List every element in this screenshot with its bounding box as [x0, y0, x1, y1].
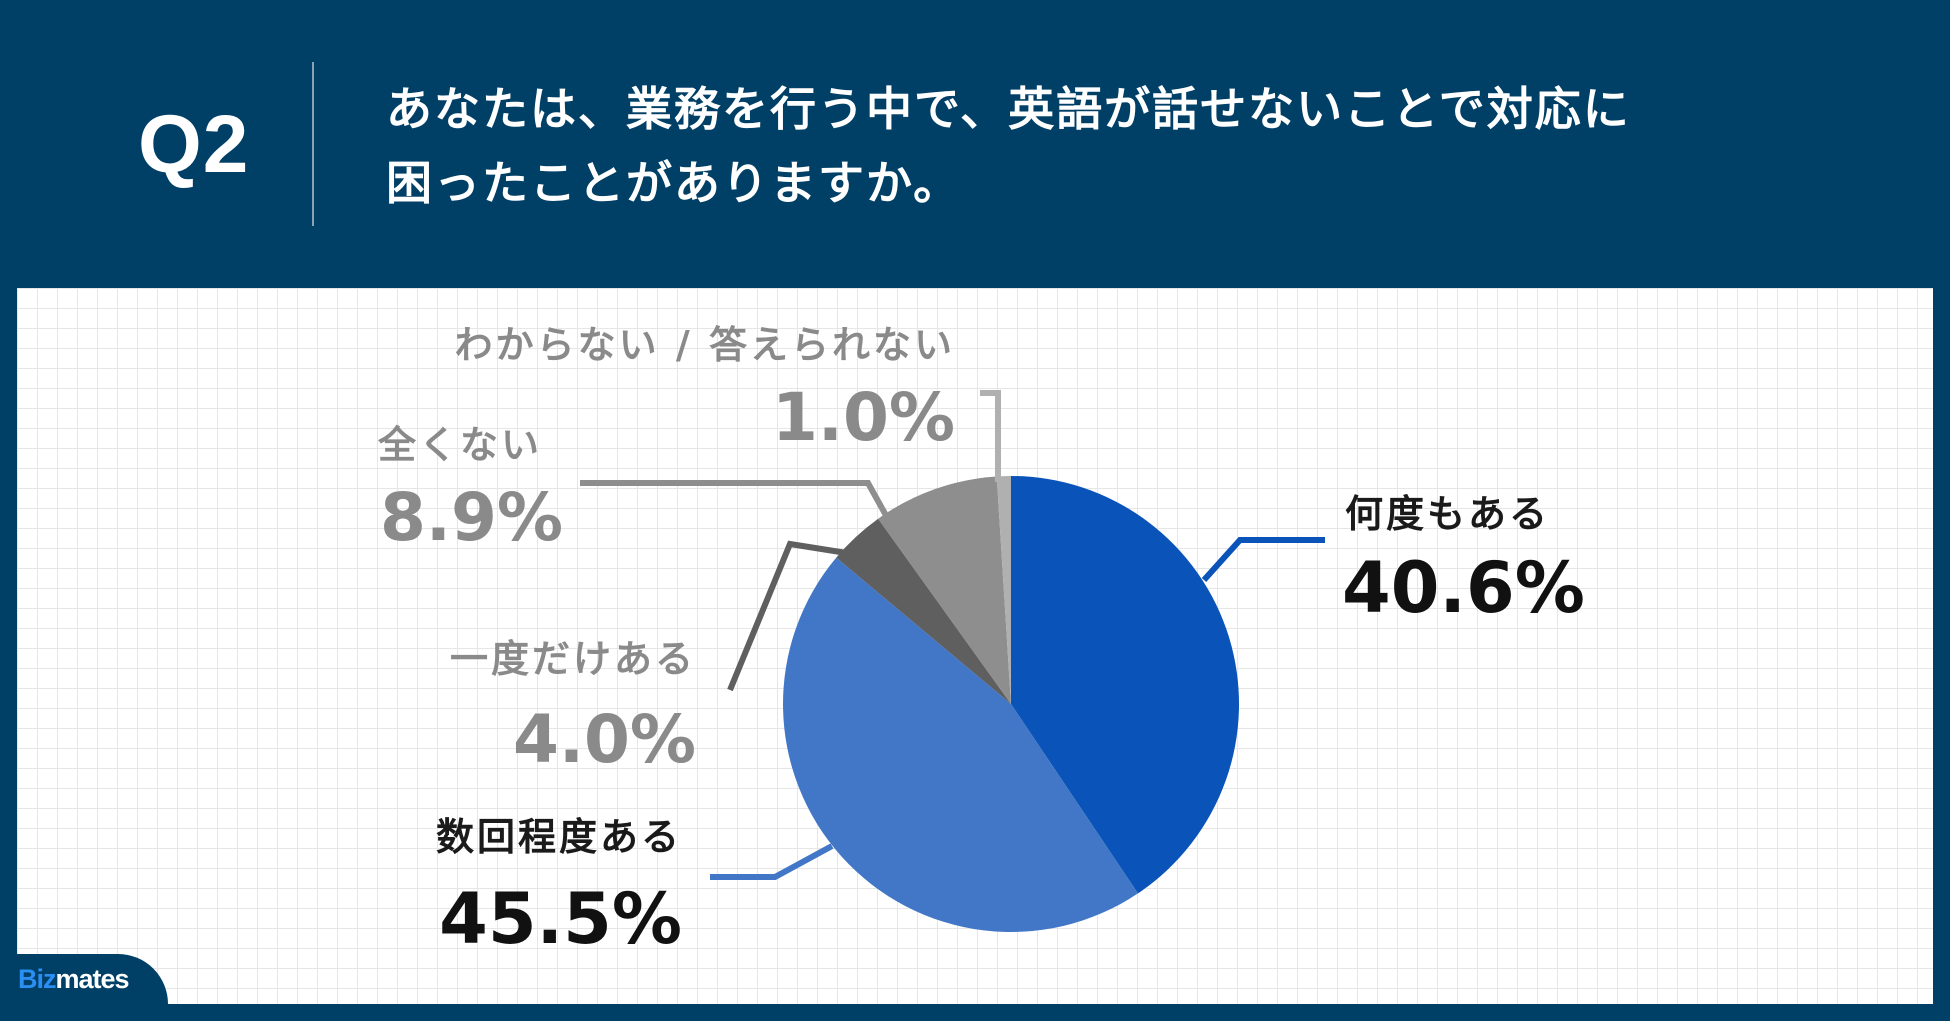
leader-line-mattaku	[580, 480, 891, 521]
logo-prefix: Biz	[18, 964, 56, 994]
slice-nando-mo-aru	[1011, 476, 1240, 894]
question-number: Q2	[138, 99, 250, 190]
slice-ichido-dake-aru	[836, 518, 1011, 704]
leader-line-suukai	[710, 843, 834, 880]
leader-line-nando	[1201, 537, 1325, 583]
label-ichido-dake-aru: 一度だけある	[450, 637, 696, 681]
slice-suukai-teido-aru	[783, 557, 1138, 932]
question-text: あなたは、業務を行う中で、英語が話せないことで対応に 困ったことがありますか。	[386, 72, 1836, 220]
value-nando-mo-aru: 40.6%	[1342, 547, 1585, 629]
value-suukai-teido-aru: 45.5%	[439, 878, 682, 960]
bizmates-logo: Bizmates	[18, 964, 130, 995]
leader-line-wakaranai	[980, 390, 1001, 482]
label-nando-mo-aru: 何度もある	[1345, 492, 1550, 536]
value-ichido-dake-aru: 4.0%	[513, 701, 696, 778]
label-suukai-teido-aru: 数回程度ある	[436, 815, 682, 859]
label-wakaranai: わからない / 答えられない	[455, 323, 955, 367]
slice-wakaranai	[996, 476, 1011, 704]
slice-mattaku-nai	[878, 476, 1011, 704]
question-line-1: あなたは、業務を行う中で、英語が話せないことで対応に	[386, 82, 1631, 136]
label-mattaku-nai: 全くない	[377, 423, 542, 467]
leader-line-ichido	[727, 540, 854, 692]
value-wakaranai: 1.0%	[772, 379, 955, 456]
header: Q2 あなたは、業務を行う中で、英語が話せないことで対応に 困ったことがあります…	[0, 0, 1950, 288]
value-mattaku-nai: 8.9%	[380, 479, 563, 556]
logo-suffix: mates	[55, 964, 130, 994]
header-divider	[312, 62, 314, 226]
leader-lines	[580, 390, 1325, 880]
question-line-2: 困ったことがありますか。	[386, 156, 962, 210]
brand-tab	[0, 954, 168, 1004]
